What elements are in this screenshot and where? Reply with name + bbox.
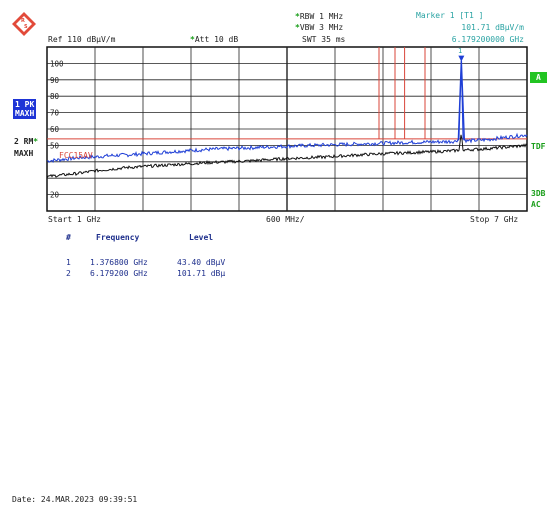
trace-pk: [46, 71, 528, 164]
date-line: Date: 24.MAR.2023 09:39:51: [12, 495, 138, 504]
ref-level: Ref 110 dBµV/m: [48, 35, 116, 44]
y-tick-label: 80: [50, 92, 60, 101]
table-row-2-level: 101.71 dBµ: [177, 269, 226, 278]
table-row-2-frequency: 6.179200 GHz: [90, 269, 148, 278]
marker-title: Marker 1 [T1 ]: [416, 11, 484, 20]
trace1-badge: 1 PK MAXH: [13, 99, 37, 119]
table-header-frequency: Frequency: [96, 233, 140, 242]
y-tick-label: 20: [50, 191, 60, 200]
y-tick-label: 90: [50, 76, 60, 85]
trace2-mode: MAXH: [14, 149, 34, 158]
tdf-label: TDF: [531, 142, 546, 151]
y-tick-label: 50: [50, 141, 60, 150]
table-header-id: #: [66, 233, 71, 242]
y-tick-label: 100: [50, 59, 64, 68]
vbw-readout: *VBW 3 MHz: [295, 23, 344, 32]
trace-pk-peak: [457, 60, 466, 141]
y-tick-label: 60: [50, 125, 60, 134]
marker-level: 101.71 dBµV/m: [461, 23, 524, 32]
rohde-schwarz-logo: R S: [12, 12, 36, 36]
x-span: 600 MHz/: [266, 215, 305, 224]
table-row-2-id: 2: [66, 269, 71, 278]
table-row-1-id: 1: [66, 258, 71, 267]
marker-frequency: 6.179200000 GHz: [451, 35, 524, 44]
table-header-level: Level: [189, 233, 214, 242]
limit-lines: [47, 47, 527, 140]
svg-text:R: R: [21, 18, 25, 24]
svg-text:S: S: [24, 24, 28, 30]
x-stop: Stop 7 GHz: [470, 215, 519, 224]
limit-line-label: FCC15AV: [59, 151, 93, 160]
ac-label: AC: [531, 200, 541, 209]
a-badge: A: [530, 72, 547, 83]
x-start: Start 1 GHz: [48, 215, 101, 224]
trace-rm: [46, 134, 528, 179]
y-tick-labels: 20 50 60 70 80 90 100: [50, 59, 64, 199]
marker-1-point: [458, 55, 465, 62]
3db-label: 3DB: [531, 189, 546, 198]
trace2-label: 2 RM*: [14, 137, 39, 146]
rbw-readout: *RBW 1 MHz: [295, 12, 344, 21]
table-row-1-frequency: 1.376800 GHz: [90, 258, 148, 267]
markers: [458, 55, 465, 62]
y-tick-label: 70: [50, 109, 60, 118]
table-row-1-level: 43.40 dBµV: [177, 258, 226, 267]
marker-flag: 1: [458, 47, 463, 55]
grid: [46, 46, 528, 212]
attenuation: *Att 10 dB: [190, 35, 239, 44]
swt-readout: SWT 35 ms: [302, 35, 346, 44]
